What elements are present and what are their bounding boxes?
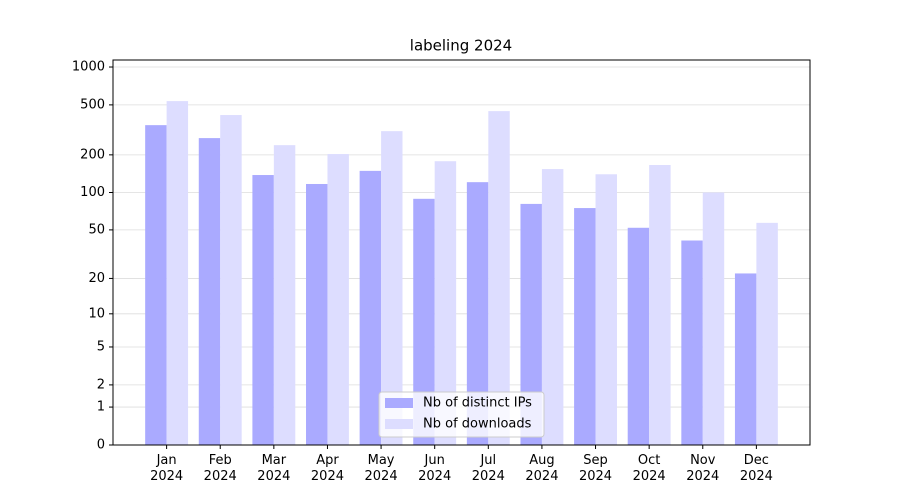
plot-frame — [112, 59, 811, 446]
x-tick-label: Jun 2024 — [418, 453, 452, 484]
bar — [273, 145, 296, 446]
legend-swatch — [385, 419, 413, 429]
bar — [413, 198, 435, 445]
legend-swatch — [385, 398, 413, 408]
bar — [166, 101, 189, 446]
bar — [541, 169, 564, 446]
x-tick-label: Dec 2024 — [739, 453, 773, 484]
bar — [145, 125, 167, 446]
bar — [306, 183, 328, 445]
y-tick-label: 5 — [97, 339, 105, 354]
bar — [220, 115, 242, 446]
y-tick-label: 100 — [80, 185, 105, 200]
bar — [359, 170, 382, 445]
x-tick-label: Feb 2024 — [203, 453, 237, 484]
y-tick-label: 1 — [97, 400, 105, 415]
bar — [466, 182, 489, 445]
x-tick-label: Apr 2024 — [310, 453, 344, 484]
y-tick-label: 200 — [80, 147, 105, 162]
legend-label: Nb of distinct IPs — [423, 396, 532, 411]
y-tick-label: 0 — [97, 438, 105, 453]
y-tick-label: 50 — [88, 222, 105, 237]
chart-title: labeling 2024 — [410, 37, 512, 55]
bar — [520, 203, 542, 445]
bar — [649, 164, 671, 445]
y-tick-label: 500 — [80, 97, 105, 112]
bar — [252, 175, 274, 445]
bar — [327, 154, 349, 445]
x-tick-label: Aug 2024 — [525, 453, 559, 484]
y-tick-label: 10 — [88, 306, 105, 321]
bar — [434, 161, 457, 445]
x-tick-label: Mar 2024 — [257, 453, 291, 484]
bar — [681, 240, 703, 445]
y-tick-label: 1000 — [72, 60, 105, 75]
x-tick-label: Jan 2024 — [150, 453, 184, 484]
bar — [595, 174, 617, 446]
bar — [756, 222, 778, 445]
bar — [198, 138, 221, 446]
x-tick-label: Jul 2024 — [471, 453, 505, 484]
x-tick-label: Oct 2024 — [632, 453, 666, 484]
bar — [574, 208, 596, 445]
legend-label: Nb of downloads — [423, 417, 532, 432]
bar — [734, 273, 757, 445]
bar — [702, 192, 725, 445]
x-tick-label: Nov 2024 — [686, 453, 720, 484]
bar — [381, 131, 403, 446]
legend-box — [378, 391, 545, 438]
legend: Nb of distinct IPs Nb of downloads — [378, 391, 545, 438]
bar — [488, 111, 510, 445]
x-tick-label: May 2024 — [364, 453, 398, 484]
y-tick-label: 20 — [88, 271, 105, 286]
y-tick-label: 2 — [97, 377, 105, 392]
bar — [627, 227, 650, 445]
x-tick-label: Sep 2024 — [578, 453, 613, 484]
